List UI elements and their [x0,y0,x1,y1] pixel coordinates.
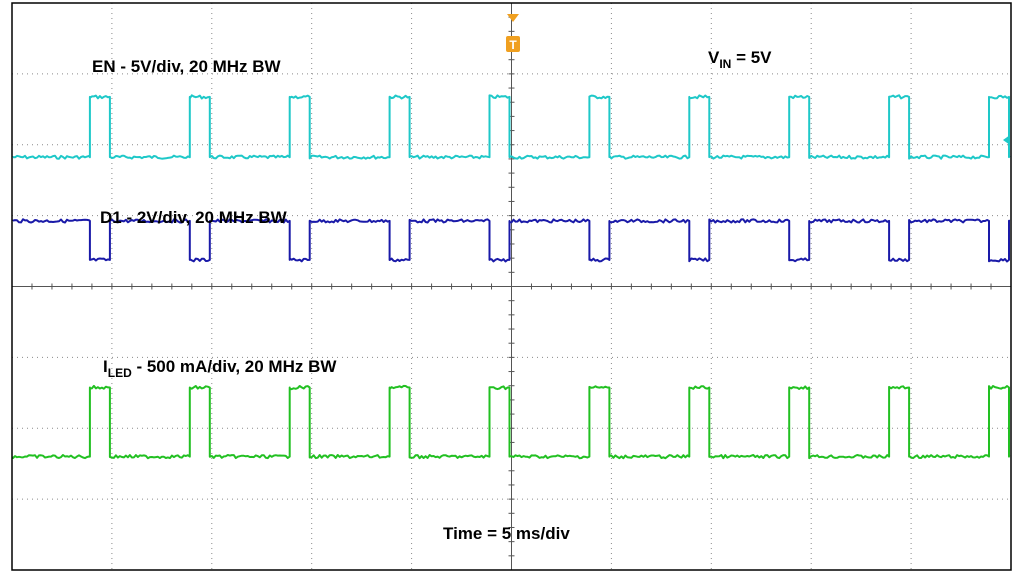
label-iled-sub: LED [108,366,132,380]
label-vin-main: V [708,48,720,67]
label-en-text: EN - 5V/div, 20 MHz BW [92,57,282,76]
label-vin-rest: = 5V [731,48,772,67]
label-d1: D1 - 2V/div, 20 MHz BW [100,208,288,227]
label-d1-text: D1 - 2V/div, 20 MHz BW [100,208,288,227]
trigger-marker-label: T [509,38,517,52]
label-iled-rest: - 500 mA/div, 20 MHz BW [132,357,338,376]
label-en: EN - 5V/div, 20 MHz BW [92,57,282,76]
x-axis-label: Time = 5 ms/div [443,524,570,543]
label-vin-sub: IN [719,57,731,71]
